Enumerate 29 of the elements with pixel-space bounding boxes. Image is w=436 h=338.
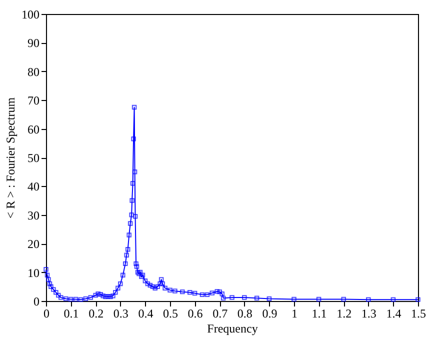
x-tick-label: 0.3 [113, 306, 128, 320]
y-tick-label: 100 [22, 8, 40, 22]
x-tick-label: 0.6 [188, 306, 203, 320]
y-tick-label: 20 [28, 237, 40, 252]
y-tick-label: 0 [34, 294, 40, 308]
x-axis-title: Frequency [207, 322, 258, 336]
y-tick-label: 30 [28, 208, 40, 222]
y-tick-label: 60 [28, 122, 40, 136]
x-tick-label: 1.1 [312, 306, 327, 320]
x-tick-label: 1.3 [361, 306, 376, 320]
x-tick-label: 0.5 [163, 306, 178, 320]
y-tick-label: 10 [28, 266, 40, 280]
x-tick-label: 0.8 [237, 306, 252, 320]
x-tick-label: 0 [44, 306, 50, 320]
x-tick-label: 0.9 [262, 306, 278, 320]
y-tick-label: 70 [28, 94, 40, 108]
y-axis-title: < R > : Fourier Spectrum [4, 96, 18, 219]
y-tick-label: 40 [28, 180, 40, 194]
x-tick-label: 1.4 [386, 306, 402, 320]
x-tick-label: 0.7 [212, 306, 228, 320]
y-tick-label: 80 [28, 64, 40, 79]
x-tick-label: 1 [292, 306, 298, 320]
y-tick-label: 50 [28, 151, 40, 165]
x-tick-label: 0.1 [64, 306, 79, 320]
x-tick-label: 1.2 [336, 306, 352, 320]
x-tick-label: 1.5 [411, 306, 426, 320]
x-tick-label: 0.2 [88, 306, 104, 320]
x-tick-label: 0.4 [138, 306, 154, 320]
y-tick-label: 90 [28, 36, 40, 50]
